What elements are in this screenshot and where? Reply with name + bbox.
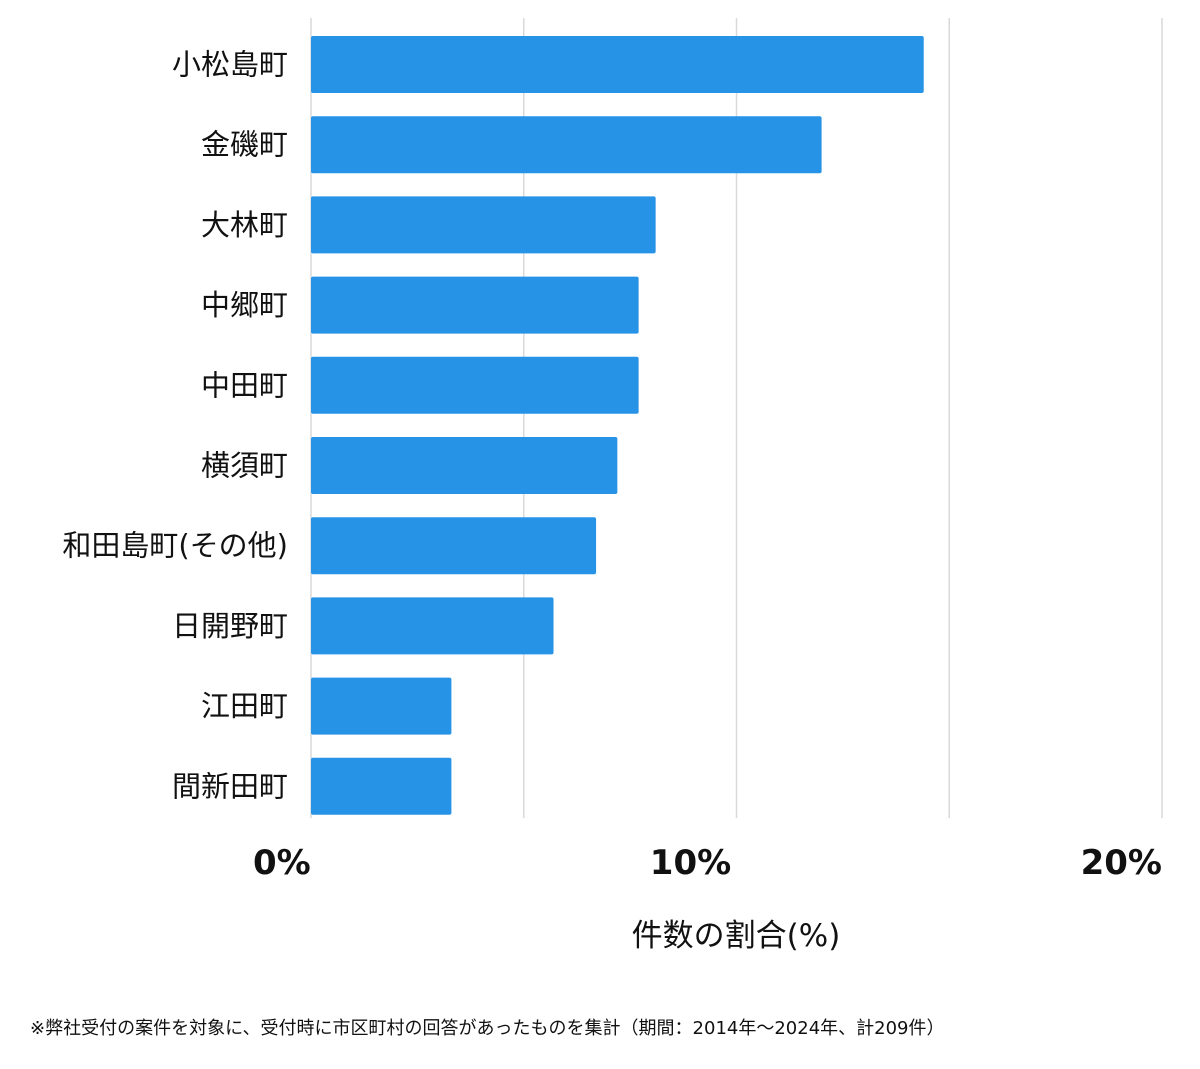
category-label-7: 日開野町 xyxy=(172,609,288,643)
category-label-8: 江田町 xyxy=(201,689,288,723)
category-label-9: 間新田町 xyxy=(172,769,288,803)
category-label-5: 横須町 xyxy=(201,449,288,483)
category-label-3: 中郷町 xyxy=(201,288,288,322)
category-label-0: 小松島町 xyxy=(172,48,288,82)
bar-4 xyxy=(311,356,639,414)
bar-7 xyxy=(311,597,554,655)
bar-1 xyxy=(311,116,822,174)
x-tick-label-2: 20% xyxy=(1081,843,1162,883)
category-label-6: 和田島町(その他) xyxy=(62,529,288,563)
bar-6 xyxy=(311,517,597,575)
category-label-1: 金磯町 xyxy=(201,128,288,162)
category-label-4: 中田町 xyxy=(201,368,288,402)
bars xyxy=(311,36,924,815)
bar-chart: 小松島町金磯町大林町中郷町中田町横須町和田島町(その他)日開野町江田町間新田町 … xyxy=(62,18,1163,954)
bar-5 xyxy=(311,437,618,494)
x-axis-title: 件数の割合(%) xyxy=(632,918,841,954)
bar-9 xyxy=(311,757,452,815)
x-tick-label-0: 0% xyxy=(253,843,311,883)
bar-0 xyxy=(311,36,924,93)
footnote: ※弊社受付の案件を対象に、受付時に市区町村の回答があったものを集計（期間：201… xyxy=(30,1018,945,1039)
bar-3 xyxy=(311,276,639,334)
x-tick-label-1: 10% xyxy=(650,843,731,883)
bar-8 xyxy=(311,677,452,735)
x-tick-labels: 0% 10% 20% xyxy=(253,843,1162,883)
bar-2 xyxy=(311,196,656,254)
category-label-2: 大林町 xyxy=(201,208,288,242)
